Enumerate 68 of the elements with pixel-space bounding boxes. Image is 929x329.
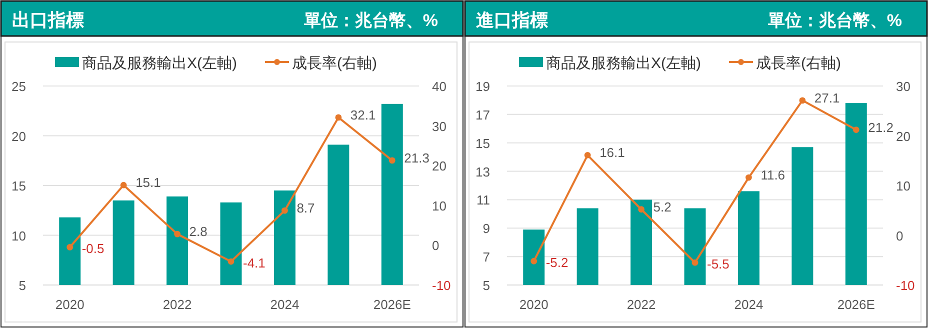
point <box>584 152 591 158</box>
data-label: 2.8 <box>189 224 208 240</box>
y-tick-label: 9 <box>482 221 490 236</box>
chart-title: 進口指標 <box>476 10 548 30</box>
data-label: 21.3 <box>404 150 430 166</box>
y-tick-label: 25 <box>12 79 26 94</box>
point <box>799 97 806 104</box>
legend-label: 商品及服務輸出X(左軸) <box>546 55 701 72</box>
data-label: 5.2 <box>653 199 672 214</box>
chart-title: 出口指標 <box>12 10 84 30</box>
y2-tick-label: 30 <box>432 118 446 134</box>
y2-tick-label: -10 <box>432 278 451 293</box>
x-tick-label: 2022 <box>626 297 656 312</box>
y2-tick-label: 20 <box>896 128 910 144</box>
y2-tick-label: 40 <box>432 79 446 94</box>
chart-subtitle: 單位：兆台幣、% <box>766 11 902 30</box>
data-label: 11.6 <box>760 168 786 183</box>
y2-tick-label: 10 <box>432 198 446 214</box>
y2-tick-label: 0 <box>432 238 440 254</box>
y-tick-label: 5 <box>18 278 26 293</box>
point <box>66 244 74 250</box>
legend-label: 成長率(右軸) <box>292 55 377 72</box>
data-label: -4.1 <box>243 256 266 271</box>
y-tick-label: 10 <box>12 228 26 244</box>
y2-tick-label: 30 <box>896 79 910 94</box>
y-tick-label: 19 <box>476 79 490 94</box>
point <box>120 182 127 188</box>
point <box>174 230 180 238</box>
y2-tick-label: 0 <box>896 228 904 244</box>
data-label: 16.1 <box>600 145 625 160</box>
chart-subtitle: 單位：兆台幣、% <box>302 11 438 30</box>
data-label: 32.1 <box>350 107 376 122</box>
y2-tick-label: 20 <box>432 158 446 174</box>
data-label: 15.1 <box>136 175 161 190</box>
data-label: 8.7 <box>296 200 315 216</box>
y2-tick-label: 10 <box>896 178 910 194</box>
point <box>228 258 234 265</box>
x-tick-label: 2024 <box>734 297 764 312</box>
x-tick-label: 2020 <box>55 297 84 312</box>
y-tick-label: 11 <box>476 192 490 208</box>
point <box>852 126 860 133</box>
point <box>282 207 288 214</box>
point <box>530 258 538 264</box>
y-tick-label: 15 <box>12 178 26 194</box>
data-label: 21.2 <box>868 120 894 135</box>
point <box>638 206 644 213</box>
data-label: -5.2 <box>546 255 568 270</box>
y-tick-label: 7 <box>482 250 490 265</box>
data-label: -5.5 <box>707 256 730 272</box>
legend-label: 商品及服務輸出X(左軸) <box>82 55 237 72</box>
y-tick-label: 15 <box>476 136 490 151</box>
y2-tick-label: -10 <box>896 278 915 293</box>
y-tick-label: 20 <box>12 128 26 144</box>
x-tick-label: 2026E <box>837 297 876 312</box>
data-label: 27.1 <box>814 90 840 106</box>
y-tick-label: 17 <box>476 107 490 122</box>
point <box>746 174 752 181</box>
y-tick-label: 5 <box>482 278 490 293</box>
data-label: -0.5 <box>82 241 104 256</box>
x-tick-label: 2020 <box>519 297 548 312</box>
point <box>388 157 396 164</box>
y-tick-label: 13 <box>476 164 490 180</box>
point <box>335 114 342 121</box>
x-tick-label: 2026E <box>373 297 412 312</box>
x-tick-label: 2022 <box>162 297 192 312</box>
legend-label: 成長率(右軸) <box>756 55 841 72</box>
x-tick-label: 2024 <box>270 297 300 312</box>
point <box>692 259 698 266</box>
